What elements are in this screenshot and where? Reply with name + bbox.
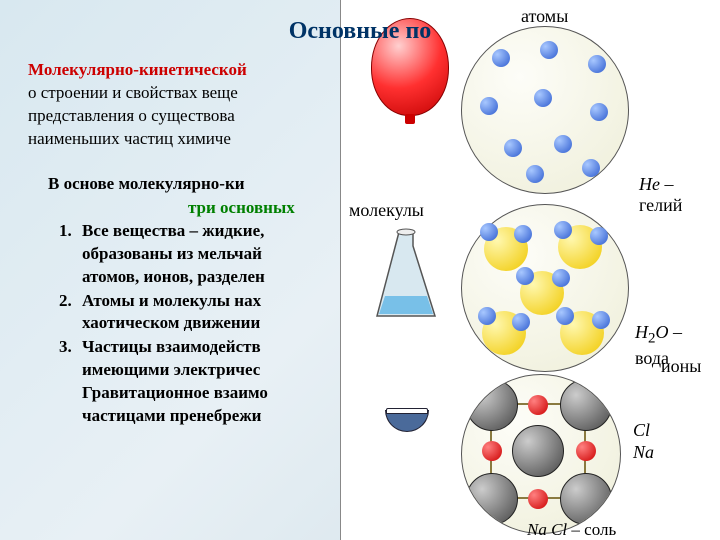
slide: атомы He – гелий молекулы bbox=[0, 0, 720, 540]
text-content: Основные по Молекулярно-кинетической о с… bbox=[0, 0, 720, 447]
sub-heading: В основе молекулярно-ки bbox=[48, 173, 692, 196]
label-nacl: Na Cl – соль bbox=[527, 520, 720, 540]
list-item: Частицы взаимодействимеющими электричесГ… bbox=[76, 336, 692, 428]
green-text: три основных bbox=[188, 198, 692, 218]
page-title: Основные по bbox=[28, 18, 692, 45]
list-item: Атомы и молекулы наххаотическом движении bbox=[76, 290, 692, 336]
intro-paragraph: Молекулярно-кинетической о строении и св… bbox=[28, 59, 692, 151]
numbered-list: Все вещества – жидкие,образованы из мель… bbox=[76, 220, 692, 428]
list-item: Все вещества – жидкие,образованы из мель… bbox=[76, 220, 692, 289]
